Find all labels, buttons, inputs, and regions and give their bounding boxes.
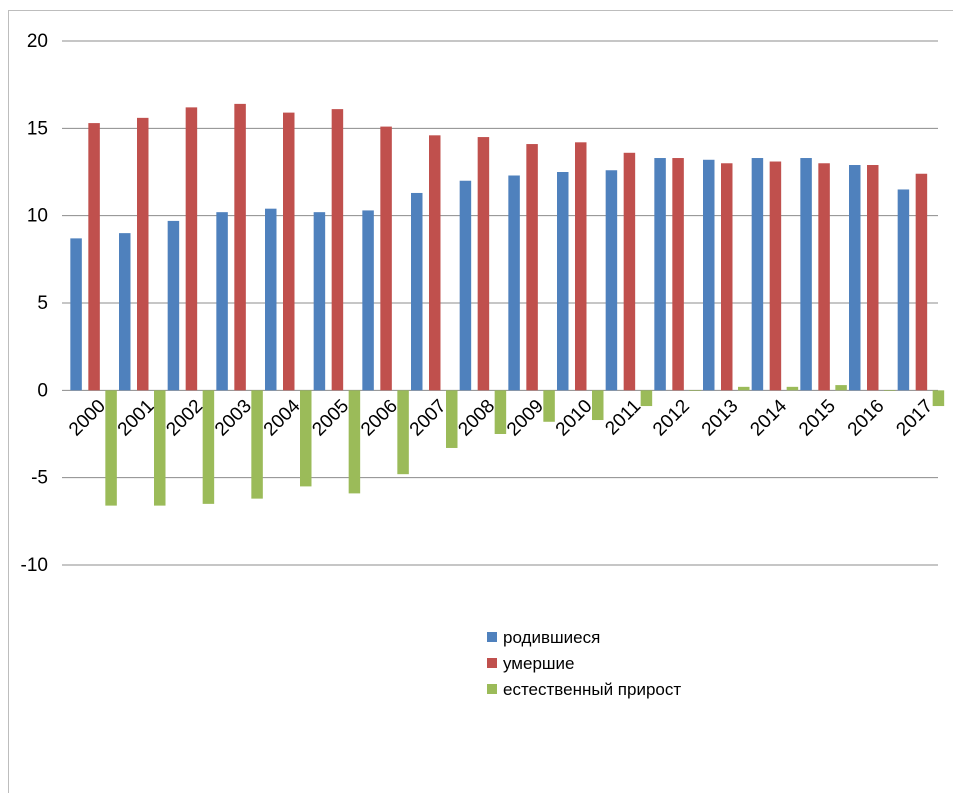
bar-deaths (283, 112, 295, 391)
bar-natural-increase (592, 390, 604, 421)
bar-births (119, 233, 131, 391)
bar-deaths (769, 161, 782, 391)
legend-label: естественный прирост (503, 680, 681, 699)
bar-births (167, 220, 180, 391)
bar-births (459, 180, 472, 391)
bar-deaths (623, 152, 636, 391)
y-tick-label: -5 (31, 468, 48, 489)
bar-natural-increase (640, 390, 653, 407)
legend-label: родившиеся (503, 628, 600, 647)
y-axis-tick-labels: 20 15 10 5 0 -5 -10 (21, 31, 48, 576)
legend: родившиеся умершие естественный прирост (487, 628, 681, 699)
legend-swatch (487, 684, 497, 694)
bar-deaths (477, 137, 490, 391)
x-tick-label: 2008 (454, 396, 499, 441)
bar-natural-increase (105, 390, 117, 506)
y-tick-label: 0 (37, 380, 48, 401)
bars (70, 103, 945, 506)
bar-natural-increase (835, 385, 847, 391)
x-tick-label: 2013 (698, 396, 743, 441)
bar-deaths (818, 163, 830, 391)
bar-births (849, 165, 861, 391)
bar-births (70, 238, 82, 391)
legend-swatch (487, 632, 497, 642)
legend-label: умершие (503, 654, 575, 673)
bar-natural-increase (154, 390, 166, 506)
y-tick-label: 15 (27, 118, 48, 139)
y-tick-label: 10 (27, 206, 48, 227)
x-tick-label: 2011 (601, 396, 645, 440)
bar-births (557, 172, 569, 391)
x-tick-label: 2000 (65, 396, 110, 441)
x-tick-label: 2015 (795, 396, 840, 441)
bar-births (508, 175, 520, 391)
bar-births (265, 208, 277, 391)
legend-swatch (487, 658, 497, 668)
bar-deaths (721, 163, 733, 391)
x-tick-label: 2012 (649, 396, 694, 441)
bar-natural-increase (494, 390, 507, 434)
bar-births (411, 192, 423, 391)
x-tick-label: 2005 (308, 396, 353, 441)
bar-natural-increase (689, 390, 701, 391)
bar-deaths (867, 165, 879, 391)
x-tick-label: 2001 (114, 396, 159, 441)
x-tick-label: 2007 (406, 396, 451, 441)
bar-natural-increase (348, 390, 361, 494)
bar-natural-increase (300, 390, 312, 487)
bar-births (897, 189, 910, 391)
x-tick-label: 2003 (211, 396, 256, 441)
x-tick-label: 2014 (746, 395, 791, 440)
bar-births (800, 158, 812, 391)
bar-natural-increase (738, 386, 750, 391)
x-tick-label: 2009 (503, 396, 548, 441)
x-tick-label: 2010 (552, 396, 597, 441)
bar-deaths (915, 173, 928, 391)
x-tick-label: 2002 (162, 396, 207, 441)
y-tick-label: 5 (37, 293, 48, 314)
y-tick-label: 20 (27, 31, 48, 52)
bar-natural-increase (786, 386, 799, 391)
x-tick-label: 2006 (357, 396, 402, 441)
bar-deaths (429, 135, 441, 391)
bar-deaths (672, 158, 684, 391)
bar-natural-increase (446, 390, 458, 448)
bar-deaths (88, 123, 100, 391)
x-tick-label: 2017 (892, 396, 937, 441)
bar-natural-increase (251, 390, 263, 499)
bar-deaths (526, 144, 538, 391)
bar-births (703, 159, 715, 391)
x-tick-label: 2016 (844, 396, 889, 441)
bar-births (605, 170, 618, 391)
bar-births (313, 212, 326, 391)
bar-births (751, 158, 764, 391)
bar-deaths (137, 117, 149, 391)
bar-deaths (331, 109, 344, 391)
bar-natural-increase (397, 390, 409, 475)
chart-frame (8, 10, 953, 793)
bar-deaths (575, 142, 587, 391)
bar-deaths (185, 107, 198, 391)
x-tick-label: 2004 (260, 395, 305, 440)
bar-births (216, 212, 228, 391)
bar-deaths (234, 103, 246, 391)
bar-natural-increase (202, 390, 215, 504)
bar-deaths (380, 126, 392, 391)
bar-natural-increase (884, 390, 896, 391)
bar-natural-increase (932, 390, 945, 407)
bar-births (362, 210, 374, 391)
y-tick-label: -10 (21, 555, 48, 576)
bar-natural-increase (543, 390, 555, 422)
bar-births (654, 158, 666, 391)
